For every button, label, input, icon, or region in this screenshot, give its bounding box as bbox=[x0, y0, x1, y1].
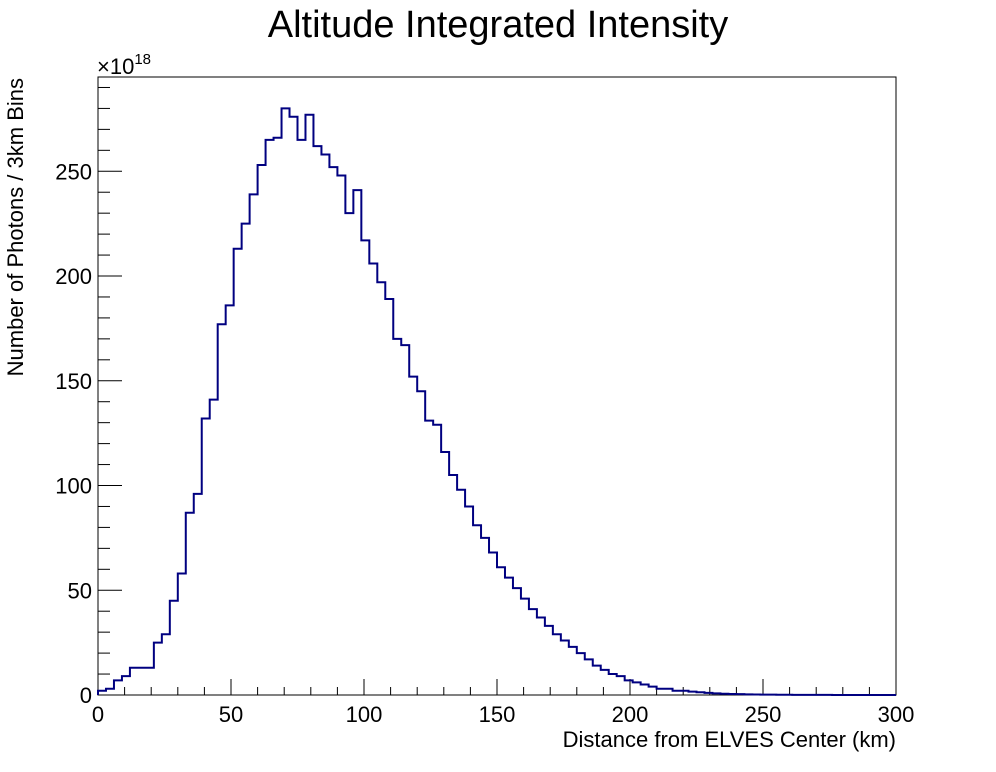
y-axis-tick-labels: 0 50 100 150 200 250 bbox=[55, 159, 92, 708]
y-tick-label: 200 bbox=[55, 264, 92, 289]
x-tick-label: 100 bbox=[346, 702, 383, 727]
svg-text:×1018: ×1018 bbox=[97, 51, 151, 79]
x-axis-tick-labels: 0 50 100 150 200 250 300 bbox=[92, 702, 914, 727]
y-axis-ticks bbox=[98, 86, 122, 696]
x-tick-label: 300 bbox=[878, 702, 915, 727]
x-tick-label: 50 bbox=[219, 702, 243, 727]
y-tick-label: 250 bbox=[55, 159, 92, 184]
x-tick-label: 200 bbox=[612, 702, 649, 727]
y-tick-label: 0 bbox=[80, 683, 92, 708]
y-axis-label: Number of Photons / 3km Bins bbox=[3, 78, 28, 376]
x-axis-ticks bbox=[97, 679, 897, 695]
x-tick-label: 250 bbox=[745, 702, 782, 727]
y-multiplier-exponent: 18 bbox=[134, 51, 151, 68]
x-tick-label: 0 bbox=[92, 702, 104, 727]
chart-title: Altitude Integrated Intensity bbox=[268, 4, 729, 46]
histogram-series-line bbox=[97, 107, 896, 696]
x-axis-label: Distance from ELVES Center (km) bbox=[563, 727, 896, 752]
x-tick-label: 150 bbox=[479, 702, 516, 727]
y-tick-label: 50 bbox=[68, 578, 92, 603]
y-tick-label: 150 bbox=[55, 369, 92, 394]
y-multiplier-base: ×10 bbox=[97, 54, 134, 79]
y-multiplier: ×1018 bbox=[97, 51, 151, 79]
y-tick-label: 100 bbox=[55, 474, 92, 499]
